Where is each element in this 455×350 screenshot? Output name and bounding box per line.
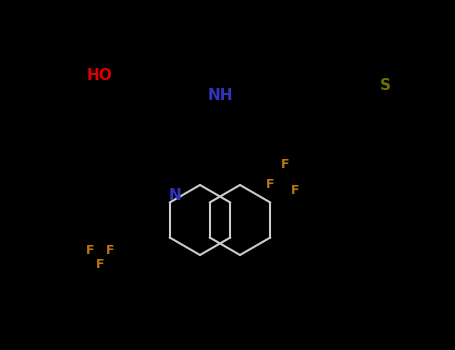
Text: HO: HO [87,68,113,83]
Text: F: F [106,244,114,257]
Text: S: S [379,77,390,92]
Text: F: F [291,183,299,196]
Text: F: F [96,259,104,272]
Text: N: N [169,188,182,203]
Text: F: F [86,244,94,257]
Text: NH: NH [207,88,233,103]
Text: F: F [281,159,289,172]
Text: F: F [266,178,274,191]
